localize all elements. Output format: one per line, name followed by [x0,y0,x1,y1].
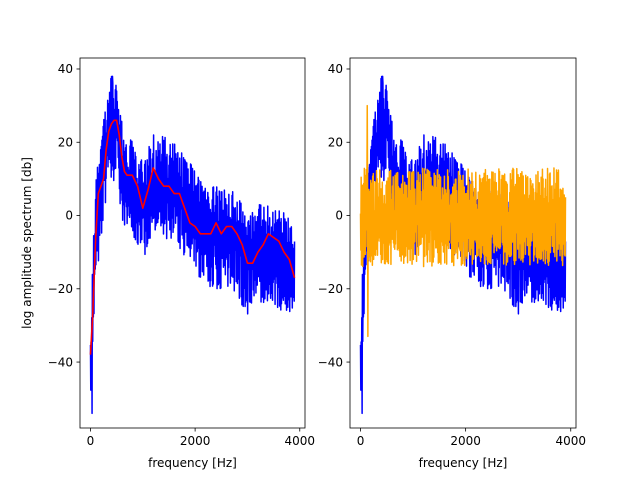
right-x-tick-label: 0 [357,434,365,448]
left-y-tick-label: −40 [48,355,73,369]
left-y-axis-label: log amplitude spectrum [db] [20,157,34,329]
right-axes-frame [349,57,577,429]
right-y-tick-label: 40 [328,62,343,76]
left-axes-frame [79,57,306,429]
right-y-tick-label: 0 [335,209,343,223]
left-y-tick-label: −20 [48,282,73,296]
right-series-layer [359,75,567,415]
left-subplot: 0 2000 4000 40 20 0 −20 −40 frequency [Hz] log … [20,57,315,470]
right-x-axis-label: frequency [Hz] [419,456,508,470]
right-y-tick-label: 20 [328,135,343,149]
right-series-residual-spectrum [359,104,567,338]
left-x-tick-label: 4000 [284,434,315,448]
right-x-tick-label: 2000 [450,434,481,448]
left-y-tick-label: 40 [58,62,73,76]
left-series-layer [89,75,296,415]
left-x-tick-label: 2000 [180,434,211,448]
left-ticks: 0 2000 4000 40 20 0 −20 −40 [48,62,315,448]
left-x-axis-label: frequency [Hz] [148,456,237,470]
right-y-tick-label: −20 [318,282,343,296]
left-series-cepstral-envelope [89,119,296,355]
right-subplot: 0 2000 4000 40 20 0 −20 −40 frequency [Hz] [318,57,586,470]
right-ticks: 0 2000 4000 40 20 0 −20 −40 [318,62,586,448]
right-y-tick-label: −40 [318,355,343,369]
left-y-tick-label: 0 [65,209,73,223]
right-x-tick-label: 4000 [555,434,586,448]
left-y-tick-label: 20 [58,135,73,149]
left-x-tick-label: 0 [87,434,95,448]
